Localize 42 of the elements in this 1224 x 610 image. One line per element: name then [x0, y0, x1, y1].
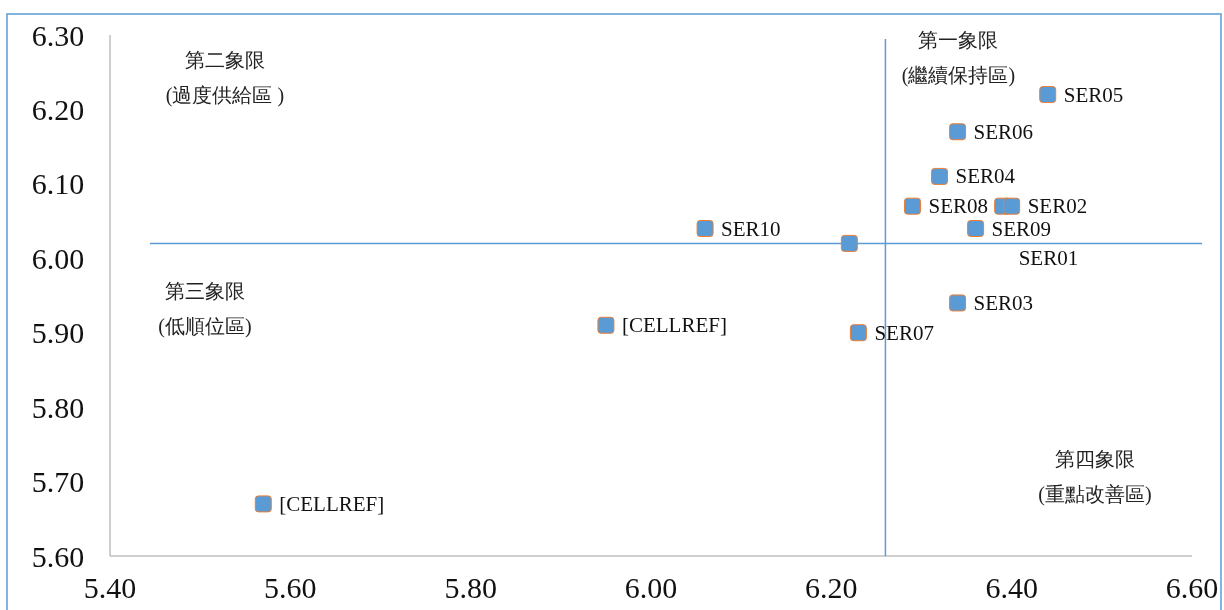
point — [849, 324, 867, 342]
annotation: SER06 — [973, 119, 1034, 144]
point — [1039, 86, 1057, 104]
point — [1003, 197, 1021, 215]
point — [254, 495, 272, 513]
x-tick-label: 6.00 — [624, 571, 678, 604]
point — [949, 294, 967, 312]
x-tick-label: 5.60 — [264, 571, 317, 604]
point — [696, 220, 714, 238]
annotation: SER08 — [928, 194, 988, 219]
point — [903, 197, 921, 215]
x-tick-label: 6.60 — [1165, 571, 1219, 604]
point — [949, 123, 967, 141]
y-tick-label: 5.60 — [31, 539, 85, 573]
y-tick-label: 6.10 — [31, 167, 85, 201]
x-tick-label: 5.80 — [444, 571, 497, 604]
annotation: 第一象限 (繼續保持區) — [901, 29, 1016, 87]
annotation: [CELLREF] — [279, 491, 385, 516]
annotation: 第二象限 (過度供給區 ) — [165, 49, 285, 107]
annotation: [CELLREF] — [621, 313, 727, 338]
point — [931, 167, 949, 185]
annotation: SER04 — [955, 164, 1016, 189]
y-tick-label: 5.80 — [31, 390, 85, 424]
y-tick-label: 6.20 — [31, 92, 85, 126]
x-tick-label: 6.20 — [805, 571, 858, 604]
point — [597, 316, 615, 334]
annotation: SER02 — [1027, 194, 1088, 219]
annotation: SER09 — [991, 216, 1052, 241]
x-tick-label: 6.40 — [985, 571, 1038, 604]
annotation: SER03 — [973, 290, 1034, 315]
point — [967, 220, 985, 238]
annotation: SER05 — [1063, 82, 1124, 107]
annotation: 第三象限 (低順位區) — [158, 280, 252, 339]
annotation: 第四象限 (重點改善區) — [1038, 448, 1152, 506]
annotation: SER01 — [1018, 246, 1079, 271]
x-tick-label: 5.40 — [83, 571, 137, 604]
point — [840, 234, 858, 252]
y-tick-label: 5.70 — [31, 465, 85, 499]
y-tick-label: 6.00 — [31, 241, 85, 275]
y-tick-label: 6.30 — [31, 18, 85, 52]
y-tick-label: 5.90 — [31, 316, 85, 350]
annotation: SER10 — [721, 216, 781, 241]
